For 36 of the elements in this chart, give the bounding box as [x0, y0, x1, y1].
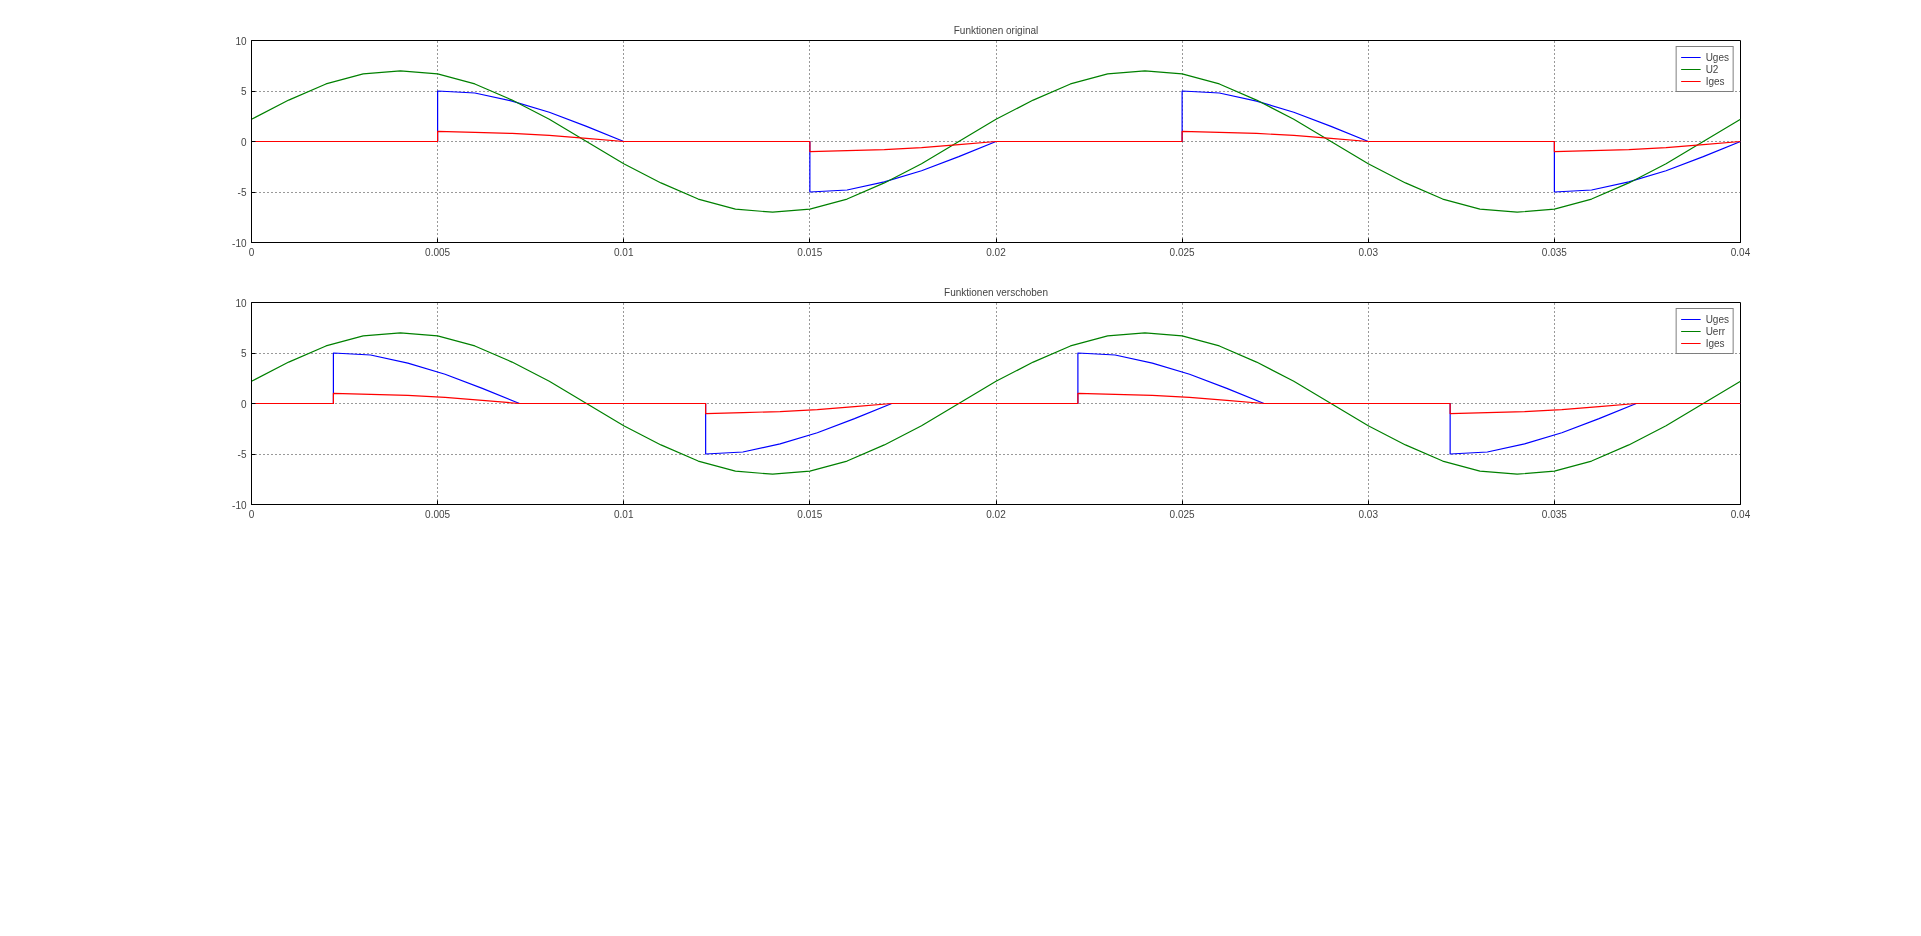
x-tick-label: 0.03 [1358, 508, 1379, 520]
y-tick-label: 0 [240, 136, 247, 148]
x-tick-label: 0.03 [1358, 246, 1379, 258]
chart-title: Funktionen original [953, 24, 1039, 36]
x-tick-label: 0.015 [797, 246, 823, 258]
x-tick-label: 0 [248, 246, 255, 258]
chart-title: Funktionen verschoben [944, 286, 1048, 298]
legend-label: Iges [1705, 75, 1726, 87]
y-tick-label: 10 [235, 297, 247, 309]
legend-label: Iges [1705, 337, 1726, 349]
x-tick-label: 0.04 [1730, 508, 1751, 520]
y-tick-label: -10 [232, 237, 247, 249]
x-tick-label: 0.035 [1541, 246, 1568, 258]
x-tick-label: 0.02 [986, 246, 1007, 258]
y-tick-label: 5 [240, 348, 247, 359]
y-tick-label: -10 [232, 499, 247, 511]
x-tick-label: 0.035 [1541, 508, 1568, 520]
x-tick-label: 0.005 [425, 508, 451, 520]
x-tick-label: 0.01 [614, 508, 634, 520]
y-tick-label: 5 [240, 86, 247, 97]
x-tick-label: 0.04 [1730, 246, 1751, 258]
y-tick-label: 0 [240, 398, 247, 410]
x-tick-label: 0.005 [425, 246, 451, 258]
legend-label: Uges [1705, 313, 1729, 325]
legend-label: Uerr [1705, 325, 1726, 337]
legend-label: U2 [1705, 63, 1720, 75]
x-tick-label: 0.01 [614, 246, 634, 258]
x-tick-label: 0 [248, 508, 255, 520]
x-tick-label: 0.02 [986, 508, 1007, 520]
x-tick-label: 0.025 [1169, 246, 1196, 258]
y-tick-label: 10 [235, 35, 247, 47]
y-tick-label: -5 [237, 449, 247, 460]
y-tick-label: -5 [237, 187, 247, 198]
x-tick-label: 0.025 [1169, 508, 1196, 520]
legend-label: Uges [1705, 51, 1729, 63]
x-tick-label: 0.015 [797, 508, 823, 520]
